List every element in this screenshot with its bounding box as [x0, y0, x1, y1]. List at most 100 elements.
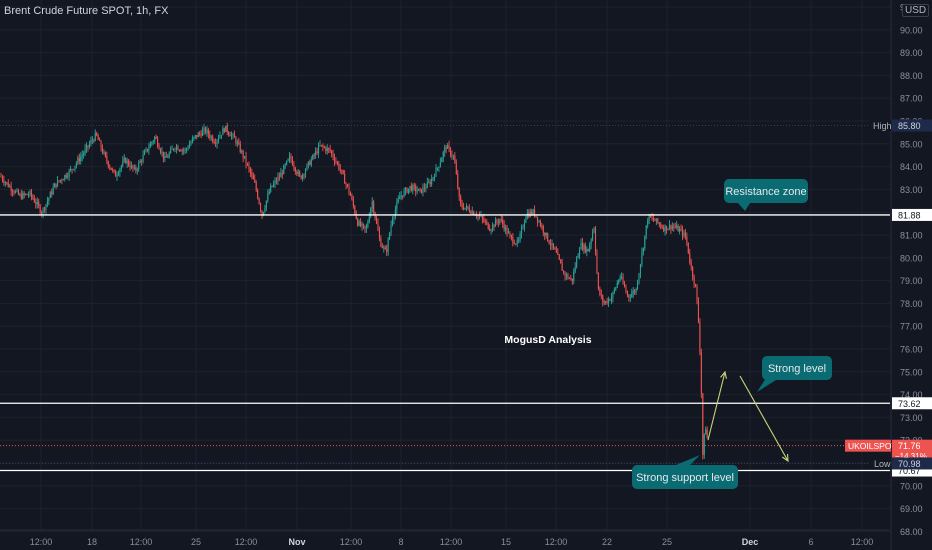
- candle-body: [557, 252, 558, 254]
- candle-body: [507, 227, 508, 233]
- candle-body: [144, 151, 145, 154]
- candle-body: [9, 186, 10, 187]
- candle-body: [536, 216, 537, 217]
- candle-body: [343, 171, 344, 174]
- candle-body: [182, 150, 183, 151]
- candle-body: [38, 202, 39, 206]
- candle-body: [44, 208, 45, 210]
- candle-body: [325, 148, 326, 151]
- candle-body: [185, 149, 186, 150]
- candle-body: [140, 161, 141, 163]
- candle-body: [654, 220, 655, 221]
- candle-body: [192, 139, 193, 143]
- candle-body: [83, 153, 84, 155]
- candle-body: [520, 234, 521, 241]
- candle-body: [553, 243, 554, 247]
- candle-body: [25, 194, 26, 195]
- candle-body: [549, 241, 550, 244]
- candle-body: [12, 191, 13, 192]
- candle-body: [643, 248, 644, 252]
- candle-body: [493, 225, 494, 227]
- candle-body: [189, 145, 190, 148]
- candle-body: [157, 139, 158, 147]
- candle-body: [646, 225, 647, 235]
- candle-body: [56, 183, 57, 186]
- candle-body: [183, 150, 184, 151]
- candle-body: [214, 142, 215, 144]
- candle-body: [150, 144, 151, 148]
- candle-body: [538, 221, 539, 222]
- candle-body: [305, 170, 306, 175]
- candle-body: [565, 272, 566, 276]
- candle-body: [115, 172, 116, 177]
- candle-body: [319, 145, 320, 146]
- candle-body: [348, 186, 349, 193]
- candle-body: [692, 267, 693, 277]
- candle-body: [273, 184, 274, 187]
- candle-body: [541, 226, 542, 227]
- candle-body: [206, 130, 207, 133]
- candle-body: [640, 264, 641, 273]
- candle-body: [283, 166, 284, 174]
- candle-body: [103, 152, 104, 153]
- candle-body: [241, 151, 242, 152]
- candle-body: [21, 194, 22, 198]
- candle-body: [437, 168, 438, 169]
- candle-body: [515, 244, 516, 245]
- candle-body: [337, 162, 338, 163]
- candle-body: [11, 186, 12, 191]
- candle-body: [489, 229, 490, 231]
- x-tick-label: 12:00: [340, 537, 363, 547]
- candle-body: [22, 193, 23, 198]
- x-tick-label: 12:00: [440, 537, 463, 547]
- candle-body: [237, 142, 238, 143]
- candle-body: [50, 192, 51, 198]
- candle-body: [612, 292, 613, 297]
- candle-body: [89, 144, 90, 147]
- candle-body: [90, 141, 91, 144]
- candle-body: [447, 145, 448, 149]
- candle-body: [689, 253, 690, 263]
- candle-body: [533, 210, 534, 215]
- candle-body: [499, 219, 500, 222]
- candle-body: [617, 283, 618, 287]
- candle-body: [705, 429, 706, 434]
- candle-body: [276, 181, 277, 182]
- candle-body: [58, 180, 59, 181]
- candle-body: [211, 137, 212, 138]
- candle-body: [148, 148, 149, 151]
- candle-body: [85, 149, 86, 153]
- candle-body: [173, 149, 174, 150]
- candle-body: [624, 283, 625, 287]
- candle-body: [582, 243, 583, 250]
- candle-body: [169, 153, 170, 157]
- candle-body: [509, 233, 510, 235]
- candle-body: [469, 208, 470, 211]
- watermark-text: MogusD Analysis: [504, 334, 591, 346]
- candle-body: [351, 196, 352, 200]
- candle-body: [618, 280, 619, 283]
- y-tick-label: 87.00: [900, 94, 923, 104]
- currency-label[interactable]: USD: [902, 4, 929, 17]
- candle-body: [293, 165, 294, 168]
- candle-body: [551, 243, 552, 245]
- candle-body: [72, 169, 73, 170]
- candle-body: [35, 202, 36, 204]
- candle-body: [611, 298, 612, 301]
- candle-body: [335, 161, 336, 162]
- candle-body: [563, 271, 564, 272]
- candle-body: [67, 176, 68, 177]
- y-tick-label: 76.00: [900, 345, 923, 355]
- candle-body: [521, 228, 522, 233]
- candle-body: [517, 240, 518, 244]
- candle-body: [486, 222, 487, 223]
- candle-body: [116, 175, 117, 177]
- candle-body: [87, 145, 88, 146]
- candle-body: [66, 175, 67, 177]
- candle-body: [70, 169, 71, 170]
- candle-body: [231, 135, 232, 136]
- candle-body: [514, 243, 515, 244]
- candle-body: [321, 145, 322, 146]
- candle-body: [695, 284, 696, 286]
